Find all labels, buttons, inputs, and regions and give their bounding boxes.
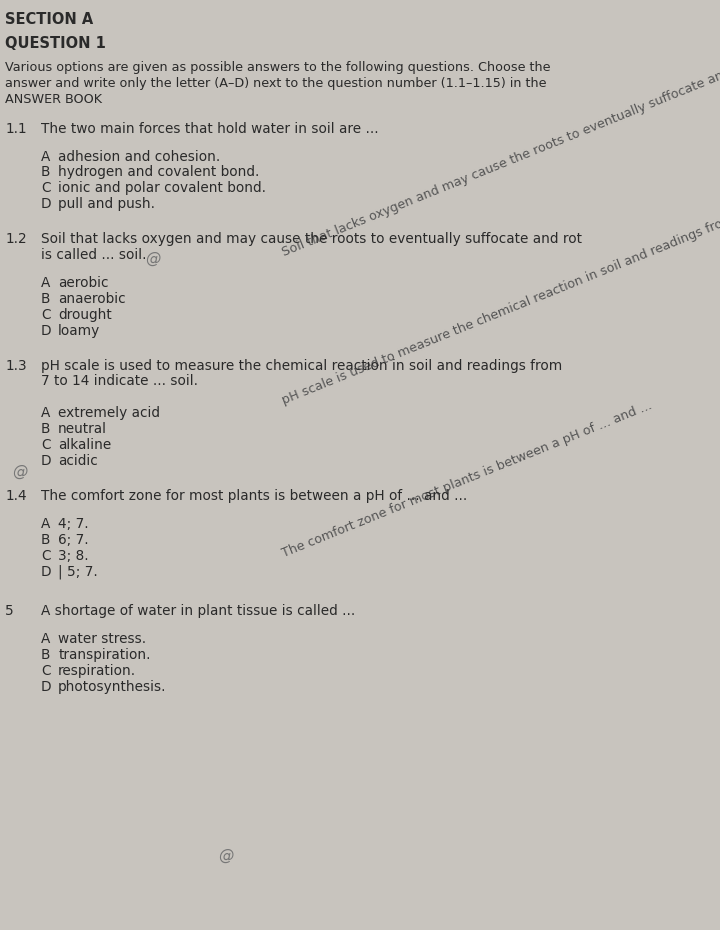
Text: QUESTION 1: QUESTION 1: [5, 36, 106, 51]
Text: neutral: neutral: [58, 422, 107, 436]
Text: acidic: acidic: [58, 454, 98, 468]
Text: ionic and polar covalent bond.: ionic and polar covalent bond.: [58, 181, 266, 195]
Text: | 5; 7.: | 5; 7.: [58, 565, 98, 579]
Text: D: D: [41, 454, 52, 468]
Text: 6; 7.: 6; 7.: [58, 533, 89, 547]
Text: pH scale is used to measure the chemical reaction in soil and readings from: pH scale is used to measure the chemical…: [41, 359, 562, 373]
Text: 7 to 14 indicate ... soil.: 7 to 14 indicate ... soil.: [41, 375, 198, 389]
Text: B: B: [41, 422, 50, 436]
Text: D: D: [41, 565, 52, 578]
Text: hydrogen and covalent bond.: hydrogen and covalent bond.: [58, 166, 260, 179]
Text: alkaline: alkaline: [58, 438, 112, 452]
Text: D: D: [41, 680, 52, 694]
Text: transpiration.: transpiration.: [58, 648, 150, 662]
Text: pH scale is used to measure the chemical reaction in soil and readings from: pH scale is used to measure the chemical…: [279, 213, 720, 407]
Text: A shortage of water in plant tissue is called ...: A shortage of water in plant tissue is c…: [41, 604, 355, 618]
Text: anaerobic: anaerobic: [58, 292, 126, 306]
Text: extremely acid: extremely acid: [58, 406, 161, 420]
Text: @: @: [145, 251, 161, 266]
Text: D: D: [41, 324, 52, 338]
Text: A: A: [41, 517, 50, 531]
Text: @: @: [12, 464, 27, 479]
Text: B: B: [41, 292, 50, 306]
Text: Soil that lacks oxygen and may cause the roots to eventually suffocate and rot: Soil that lacks oxygen and may cause the…: [41, 232, 582, 246]
Text: 4; 7.: 4; 7.: [58, 517, 89, 531]
Text: B: B: [41, 648, 50, 662]
Text: drought: drought: [58, 308, 112, 322]
Text: Various options are given as possible answers to the following questions. Choose: Various options are given as possible an…: [5, 60, 551, 73]
Text: water stress.: water stress.: [58, 632, 146, 646]
Text: photosynthesis.: photosynthesis.: [58, 680, 167, 694]
Text: D: D: [41, 197, 52, 211]
Text: SECTION A: SECTION A: [5, 12, 94, 27]
Text: The comfort zone for most plants is between a pH of ... and ...: The comfort zone for most plants is betw…: [41, 489, 467, 503]
Text: loamy: loamy: [58, 324, 101, 338]
Text: C: C: [41, 438, 50, 452]
Text: The two main forces that hold water in soil are ...: The two main forces that hold water in s…: [41, 122, 379, 136]
Text: adhesion and cohesion.: adhesion and cohesion.: [58, 150, 220, 164]
Text: pull and push.: pull and push.: [58, 197, 156, 211]
Text: 1.2: 1.2: [5, 232, 27, 246]
Text: ANSWER BOOK: ANSWER BOOK: [5, 93, 102, 106]
Text: answer and write only the letter (A–D) next to the question number (1.1–1.15) in: answer and write only the letter (A–D) n…: [5, 77, 546, 90]
Text: is called ... soil.: is called ... soil.: [41, 248, 147, 262]
Text: C: C: [41, 181, 50, 195]
Text: 1.1: 1.1: [5, 122, 27, 136]
Text: aerobic: aerobic: [58, 276, 109, 290]
Text: A: A: [41, 150, 50, 164]
Text: B: B: [41, 166, 50, 179]
Text: The comfort zone for most plants is between a pH of ... and ...: The comfort zone for most plants is betw…: [279, 399, 654, 560]
Text: C: C: [41, 308, 50, 322]
Text: 1.3: 1.3: [5, 359, 27, 373]
Text: 1.4: 1.4: [5, 489, 27, 503]
Text: 3; 8.: 3; 8.: [58, 549, 89, 563]
Text: A: A: [41, 632, 50, 646]
Text: A: A: [41, 406, 50, 420]
Text: C: C: [41, 664, 50, 678]
Text: Soil that lacks oxygen and may cause the roots to eventually suffocate and rot: Soil that lacks oxygen and may cause the…: [279, 58, 720, 259]
Text: respiration.: respiration.: [58, 664, 136, 678]
Text: A: A: [41, 276, 50, 290]
Text: B: B: [41, 533, 50, 547]
Text: @: @: [218, 848, 233, 863]
Text: 5: 5: [5, 604, 14, 618]
Text: C: C: [41, 549, 50, 563]
